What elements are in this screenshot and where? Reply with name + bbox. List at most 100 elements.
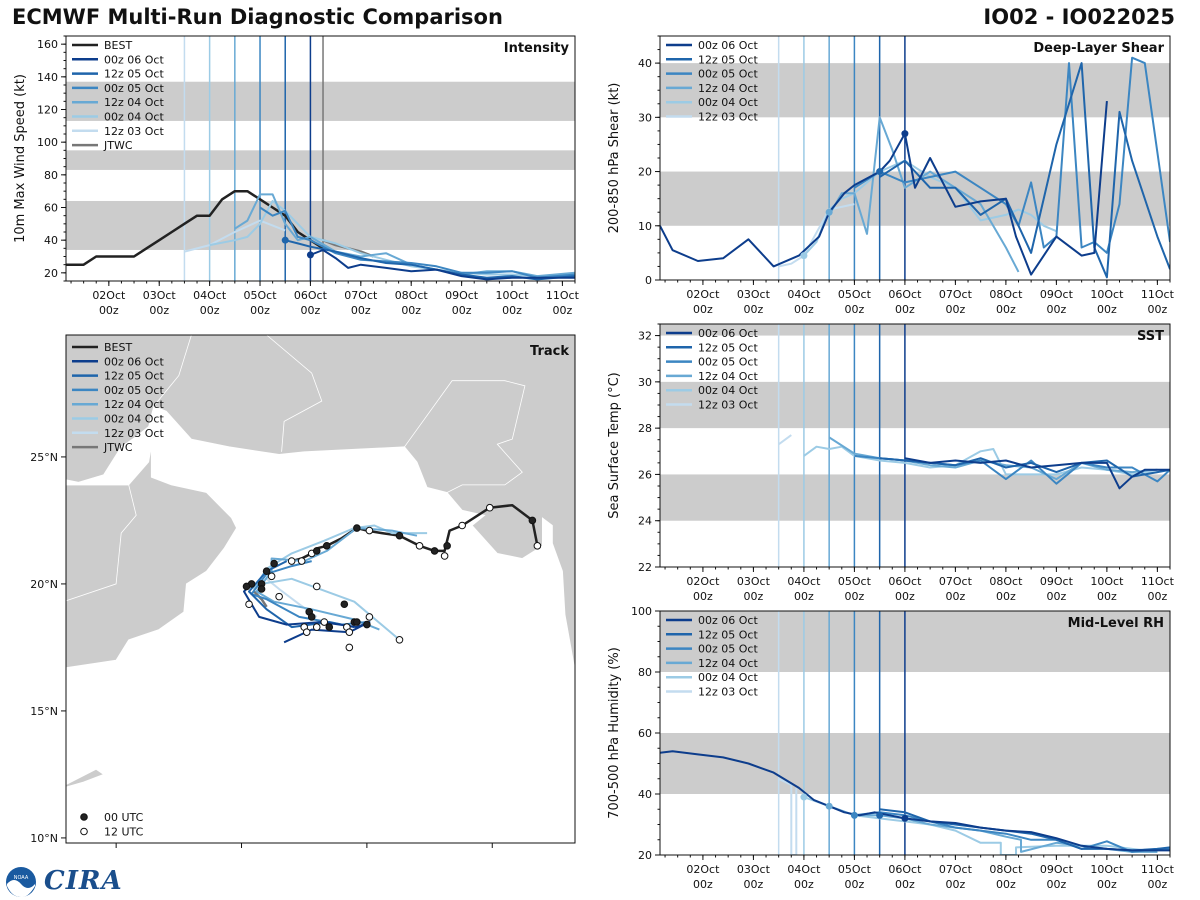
x-tick-day-label: 11Oct	[1141, 288, 1175, 301]
y-axis-label: Sea Surface Temp (°C)	[607, 372, 622, 519]
y-tick-label: 0	[645, 274, 652, 287]
y-tick-label: 100	[37, 136, 58, 149]
series-line-r12z05	[284, 239, 575, 281]
legend-label: 12z 05 Oct	[698, 53, 758, 66]
series-line-r00z06	[904, 457, 1170, 490]
x-tick-hour-label: 00z	[1147, 303, 1167, 316]
lon-tick-label: 65°E	[354, 853, 380, 855]
x-tick-hour-label: 00z	[744, 590, 764, 603]
x-tick-day-label: 08Oct	[989, 863, 1023, 876]
x-tick-hour-label: 00z	[996, 878, 1016, 891]
init-marker	[306, 251, 314, 259]
marker-legend-label: 12 UTC	[104, 826, 144, 839]
x-tick-day-label: 10Oct	[1090, 863, 1124, 876]
storm-id-title: IO02 - IO022025	[983, 5, 1175, 29]
series-line-r00z06	[660, 750, 1170, 852]
legend-label: 00z 05 Oct	[104, 384, 164, 397]
x-tick-hour-label: 00z	[946, 878, 966, 891]
y-tick-label: 140	[37, 71, 58, 84]
init-marker	[281, 236, 289, 244]
cira-logo-text: CIRA	[44, 866, 123, 896]
land-asia	[66, 335, 575, 671]
track-map-chart: 55°E 60°E 65°E 70°E 10°N 15°N 20°N 25°N Track BES…	[30, 334, 576, 855]
threshold-band	[660, 474, 1170, 521]
track-point	[353, 524, 361, 532]
country-border	[66, 484, 137, 602]
x-tick-day-label: 06Oct	[888, 288, 922, 301]
series-line-r00z04	[209, 200, 575, 278]
series-line-r00z06	[660, 101, 1108, 276]
x-tick-hour-label: 00z	[351, 304, 371, 317]
x-tick-hour-label: 00z	[996, 590, 1016, 603]
x-tick-day-label: 04Oct	[787, 288, 821, 301]
init-marker	[825, 208, 833, 216]
legend-label: 00z 06 Oct	[104, 53, 164, 66]
lon-tick-label: 55°E	[103, 853, 129, 855]
panel-title: SST	[1137, 329, 1164, 344]
noaa-logo-text: NOAA	[14, 875, 29, 881]
track-point	[395, 531, 404, 540]
x-tick-hour-label: 00z	[693, 303, 713, 316]
track-point	[312, 547, 321, 555]
track-point	[415, 542, 424, 550]
x-tick-day-label: 03Oct	[737, 863, 771, 876]
y-tick-label: 20	[638, 166, 652, 179]
x-tick-hour-label: 00z	[99, 304, 119, 317]
threshold-band	[660, 611, 1170, 672]
legend-label: 00z 04 Oct	[104, 413, 164, 426]
x-tick-hour-label: 00z	[1147, 590, 1167, 603]
panel-title: Deep-Layer Shear	[1033, 41, 1164, 56]
x-tick-hour-label: 00z	[1097, 878, 1117, 891]
track-line-JTWC	[253, 590, 268, 608]
y-tick-label: 10	[638, 220, 652, 233]
x-tick-day-label: 05Oct	[838, 863, 872, 876]
track-point	[322, 542, 331, 550]
x-tick-hour-label: 00z	[1097, 303, 1117, 316]
x-tick-day-label: 06Oct	[888, 863, 922, 876]
legend-label: JTWC	[103, 139, 133, 152]
series-line-r00z05	[853, 56, 1170, 254]
threshold-band	[660, 733, 1170, 794]
series-line-r12z03	[778, 434, 792, 446]
y-tick-label: 80	[638, 666, 652, 679]
y-tick-label: 120	[37, 104, 58, 117]
x-tick-hour-label: 00z	[845, 878, 865, 891]
x-tick-day-label: 07Oct	[939, 575, 973, 588]
sst-chart: 22 24 26 28 30 32 02Oct 00z 03Oct 00z 04Oct 00z 05Oc…	[607, 323, 1175, 603]
x-tick-hour-label: 00z	[996, 303, 1016, 316]
land-arabia	[66, 446, 237, 669]
legend-label: 00z 05 Oct	[698, 643, 758, 656]
x-tick-day-label: 06Oct	[294, 289, 328, 302]
x-tick-hour-label: 00z	[895, 303, 915, 316]
x-tick-day-label: 06Oct	[888, 575, 922, 588]
noaa-logo-icon: NOAA	[6, 867, 36, 898]
legend-label: 00z 05 Oct	[104, 82, 164, 95]
series-line-r12z03	[778, 777, 798, 855]
legend-label: 12z 05 Oct	[104, 370, 164, 383]
rh-chart: 20 40 60 80 100 02Oct 00z 03Oct 00z 04Oct 00z 05Oct…	[607, 605, 1175, 891]
x-tick-day-label: 05Oct	[838, 288, 872, 301]
legend-label: 00z 04 Oct	[698, 384, 758, 397]
country-border	[404, 380, 526, 493]
x-tick-hour-label: 00z	[895, 590, 915, 603]
y-axis-label: 10m Max Wind Speed (kt)	[13, 74, 28, 243]
x-tick-hour-label: 00z	[1147, 878, 1167, 891]
x-tick-day-label: 03Oct	[737, 288, 771, 301]
x-tick-day-label: 04Oct	[193, 289, 227, 302]
x-tick-hour-label: 00z	[845, 303, 865, 316]
legend-label: 12z 04 Oct	[698, 370, 758, 383]
legend-label: BEST	[104, 39, 132, 52]
track-point	[533, 542, 542, 550]
x-tick-hour-label: 00z	[845, 590, 865, 603]
track-point	[340, 600, 349, 609]
series-line-r00z04	[803, 445, 1158, 476]
threshold-band	[66, 81, 575, 121]
x-tick-hour-label: 00z	[301, 304, 321, 317]
track-point	[257, 585, 266, 593]
x-tick-hour-label: 00z	[794, 303, 814, 316]
track-point	[297, 557, 306, 565]
y-tick-label: 24	[638, 515, 652, 528]
track-point	[528, 516, 537, 525]
x-tick-day-label: 08Oct	[989, 288, 1023, 301]
track-point	[363, 620, 371, 629]
